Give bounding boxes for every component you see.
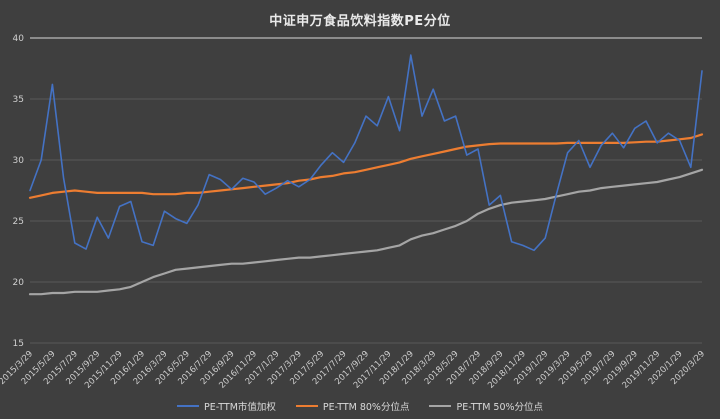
y-tick-label: 15 (13, 339, 24, 349)
legend-label: PE-TTM 80%分位点 (322, 402, 410, 413)
legend-label: PE-TTM 50%分位点 (456, 402, 544, 413)
y-tick-label: 35 (13, 95, 24, 105)
legend-line-swatch-orange (295, 404, 318, 408)
series-line-2 (28, 168, 704, 296)
legend-line-swatch-gray (429, 404, 452, 408)
y-tick-label: 20 (13, 278, 25, 288)
legend-label: PE-TTM市值加权 (203, 402, 276, 413)
legend-item: PE-TTM市值加权 (176, 399, 276, 413)
chart-title: 中证申万食品饮料指数PE分位 (269, 14, 451, 29)
y-tick-label: 25 (13, 217, 24, 227)
y-tick-label: 30 (13, 156, 25, 166)
legend-item: PE-TTM 50%分位点 (429, 399, 543, 413)
series-line-0 (29, 54, 703, 252)
y-tick-label: 40 (13, 34, 25, 44)
legend-item: PE-TTM 80%分位点 (295, 399, 410, 413)
legend: PE-TTM市值加权 PE-TTM 80%分位点 PE-TTM 50%分位点 (0, 399, 720, 413)
series-line-1 (28, 133, 704, 199)
legend-line-swatch-blue (176, 404, 199, 408)
